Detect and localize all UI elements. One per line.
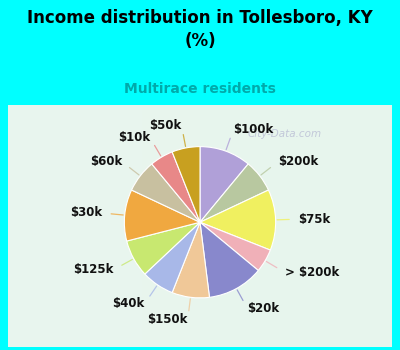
Wedge shape bbox=[132, 164, 200, 222]
Wedge shape bbox=[200, 222, 258, 297]
Wedge shape bbox=[127, 222, 200, 274]
Wedge shape bbox=[172, 222, 210, 298]
Wedge shape bbox=[145, 222, 200, 293]
Wedge shape bbox=[200, 190, 276, 250]
Wedge shape bbox=[124, 190, 200, 241]
Text: $20k: $20k bbox=[247, 302, 280, 315]
Text: $40k: $40k bbox=[112, 297, 145, 310]
Wedge shape bbox=[152, 152, 200, 222]
Text: $75k: $75k bbox=[298, 213, 330, 226]
Wedge shape bbox=[200, 147, 248, 222]
Text: $50k: $50k bbox=[149, 119, 182, 132]
Text: $150k: $150k bbox=[147, 313, 188, 326]
Text: $10k: $10k bbox=[118, 131, 150, 144]
Wedge shape bbox=[200, 164, 268, 222]
Text: $125k: $125k bbox=[74, 263, 114, 276]
FancyBboxPatch shape bbox=[8, 105, 392, 346]
Wedge shape bbox=[172, 147, 200, 222]
Text: $100k: $100k bbox=[233, 123, 274, 136]
Text: $200k: $200k bbox=[278, 155, 318, 168]
Text: City-Data.com: City-Data.com bbox=[248, 129, 322, 139]
Wedge shape bbox=[200, 222, 270, 271]
Text: > $200k: > $200k bbox=[285, 266, 339, 279]
Text: $30k: $30k bbox=[70, 206, 102, 219]
Text: Income distribution in Tollesboro, KY
(%): Income distribution in Tollesboro, KY (%… bbox=[27, 9, 373, 49]
Text: $60k: $60k bbox=[90, 155, 122, 168]
Text: Multirace residents: Multirace residents bbox=[124, 82, 276, 96]
